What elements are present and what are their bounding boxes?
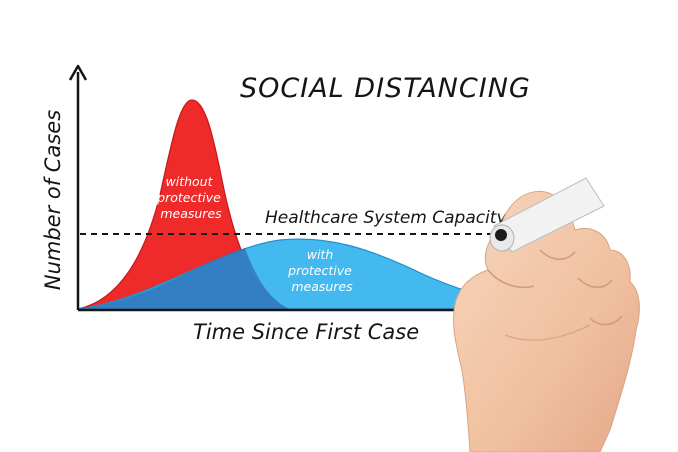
- marker-tip: [495, 229, 507, 241]
- curve-overlap: [78, 248, 290, 309]
- knuckle-line-3: [589, 315, 623, 326]
- knuckle-line-2: [577, 277, 613, 288]
- thumb-line: [487, 269, 535, 289]
- knuckle-line-1: [539, 249, 576, 260]
- diagram-title: SOCIAL DISTANCING: [240, 73, 531, 104]
- x-axis-label: Time Since First Case: [193, 320, 419, 344]
- y-axis-arrow: [68, 64, 88, 81]
- y-axis-label: Number of Cases: [41, 110, 65, 290]
- capacity-label: Healthcare System Capacity: [265, 208, 507, 228]
- hand-illustration: [453, 177, 640, 452]
- with-measures-label: with protective measures: [287, 247, 356, 294]
- without-measures-label: without protective measures: [156, 174, 225, 221]
- marker-pen-icon: [489, 177, 605, 253]
- palm-crease: [504, 324, 591, 341]
